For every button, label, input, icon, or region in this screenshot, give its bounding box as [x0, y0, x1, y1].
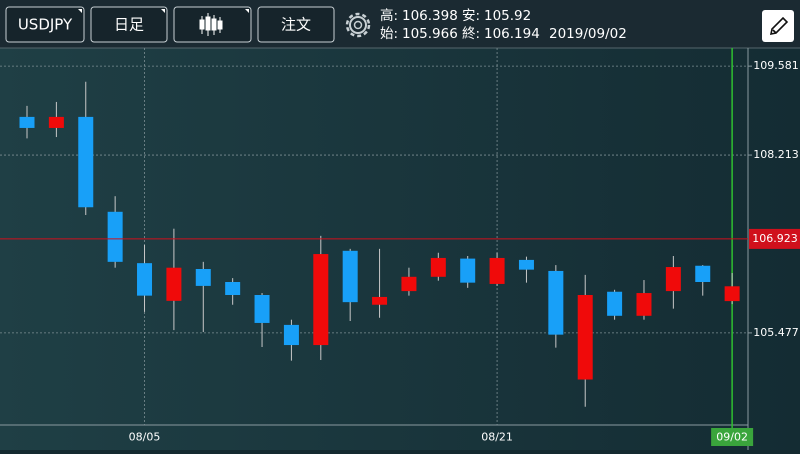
open-value: 105.966 — [402, 26, 458, 42]
cursor-label-box — [711, 428, 754, 446]
candle-body — [342, 250, 358, 303]
candle-body — [19, 116, 35, 128]
candle-body — [78, 116, 94, 208]
date: 2019/09/02 — [549, 26, 627, 42]
candle-body — [137, 263, 153, 296]
candle-body — [401, 276, 417, 292]
candle-body — [607, 291, 623, 316]
candle-body — [254, 295, 270, 323]
edit-button[interactable] — [762, 10, 794, 42]
candle-body — [577, 295, 593, 380]
low-label: 安: — [462, 8, 480, 24]
button-frame — [257, 6, 335, 43]
x-tick-label: 08/21 — [481, 431, 513, 444]
order: 注文 — [281, 16, 311, 34]
symbol-button[interactable]: USDJPY — [5, 6, 85, 43]
candle-body — [695, 265, 711, 282]
pencil-icon — [769, 16, 789, 36]
x-tick-label: 08/05 — [129, 431, 161, 444]
y-tick-label: 108.213 — [753, 148, 799, 161]
corner-mark — [245, 9, 249, 13]
order-button[interactable]: 注文 — [257, 6, 335, 43]
candle-body — [724, 286, 740, 302]
candle-body — [225, 282, 241, 295]
candle-body — [518, 259, 534, 270]
settings-icon[interactable] — [345, 12, 371, 38]
candle-body — [107, 211, 123, 262]
candle-body — [636, 293, 652, 316]
candle-body — [665, 267, 681, 292]
candle-body — [48, 116, 64, 128]
timeframe: 日足 — [114, 16, 144, 34]
gear-body — [349, 16, 367, 34]
candle-body — [195, 269, 211, 286]
y-tick-label: 109.581 — [753, 59, 799, 72]
candle-body — [548, 270, 564, 335]
high-value: 106.398 — [402, 8, 458, 24]
y-tick-label: 105.477 — [753, 326, 799, 339]
candle-body — [430, 257, 446, 277]
close-value: 106.194 — [484, 26, 540, 42]
candle-body — [489, 257, 505, 284]
low-value: 105.92 — [484, 8, 531, 24]
candle-icon — [199, 13, 223, 36]
x-tick-label: 09/02 — [716, 431, 748, 444]
current-price-box — [749, 228, 800, 249]
corner-mark — [161, 9, 165, 13]
gear-hole — [353, 20, 363, 30]
timeframe-button[interactable]: 日足 — [90, 6, 168, 43]
candle-body — [313, 254, 329, 346]
corner-mark — [78, 9, 82, 13]
candle-body — [283, 324, 299, 346]
candle-body — [372, 296, 388, 305]
button-frame — [5, 6, 85, 43]
ohlc-info: 高: 106.398 安: 105.92 始: 105.966 終: 106.1… — [380, 7, 627, 42]
symbol: USDJPY — [18, 16, 73, 34]
candle-body — [166, 267, 182, 301]
chart-type-button[interactable] — [173, 6, 252, 43]
button-frame — [762, 10, 794, 42]
candle-body — [460, 258, 476, 283]
button-frame — [90, 6, 168, 43]
close-label: 終: — [462, 26, 480, 42]
high-label: 高: — [380, 7, 398, 24]
gear-teeth — [345, 12, 371, 38]
current-price-label: 106.923 — [752, 232, 798, 245]
open-label: 始: — [380, 26, 398, 42]
